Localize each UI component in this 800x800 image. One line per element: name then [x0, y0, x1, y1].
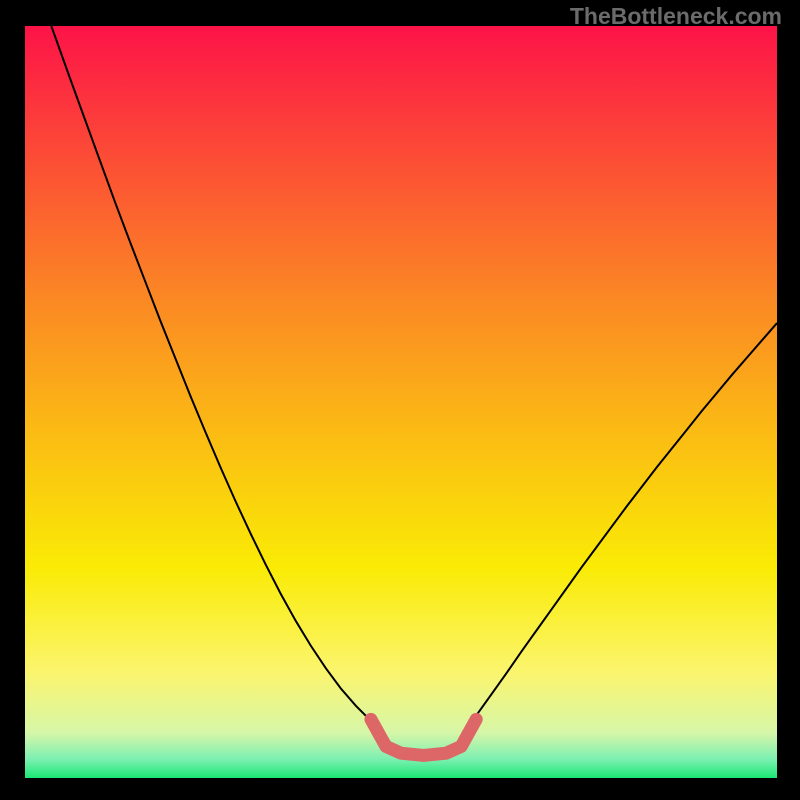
- curves-svg: [25, 26, 777, 778]
- right-curve: [465, 323, 777, 731]
- valley-highlight: [371, 719, 476, 755]
- chart-frame: TheBottleneck.com: [0, 0, 800, 800]
- left-curve: [51, 26, 382, 731]
- plot-area: [25, 26, 777, 778]
- watermark-text: TheBottleneck.com: [570, 3, 782, 30]
